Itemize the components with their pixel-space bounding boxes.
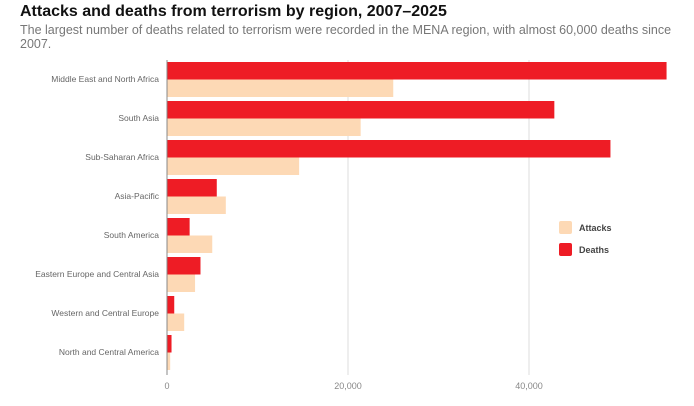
x-tick-label: 20,000	[334, 381, 362, 391]
category-label: South America	[104, 230, 160, 240]
bar-attacks	[167, 352, 171, 370]
x-tick-label: 40,000	[515, 381, 543, 391]
bar-deaths	[167, 218, 190, 236]
chart-title: Attacks and deaths from terrorism by reg…	[20, 3, 447, 20]
bar-attacks	[167, 313, 185, 331]
category-label: Asia-Pacific	[115, 191, 160, 201]
category-label: North and Central America	[59, 347, 159, 357]
chart-subtitle: The largest number of deaths related to …	[20, 23, 672, 51]
bar-deaths	[167, 335, 172, 353]
bar-attacks	[167, 274, 196, 292]
legend-swatch	[559, 243, 572, 256]
bar-deaths	[167, 296, 175, 314]
category-label: Sub-Saharan Africa	[85, 152, 159, 162]
legend-swatch	[559, 221, 572, 234]
bar-deaths	[167, 179, 217, 197]
x-tick-label: 0	[164, 381, 169, 391]
bar-attacks	[167, 79, 394, 97]
legend-label: Attacks	[579, 223, 612, 233]
category-label: Eastern Europe and Central Asia	[35, 269, 159, 279]
bar-deaths	[167, 101, 555, 119]
category-label: South Asia	[118, 113, 159, 123]
category-label: Western and Central Europe	[51, 308, 159, 318]
bar-deaths	[167, 257, 201, 275]
legend-label: Deaths	[579, 245, 609, 255]
bar-attacks	[167, 196, 226, 214]
bar-deaths	[167, 140, 611, 158]
bar-attacks	[167, 157, 300, 175]
bar-attacks	[167, 118, 361, 136]
bar-deaths	[167, 62, 667, 80]
category-label: Middle East and North Africa	[51, 74, 159, 84]
bar-attacks	[167, 235, 213, 253]
